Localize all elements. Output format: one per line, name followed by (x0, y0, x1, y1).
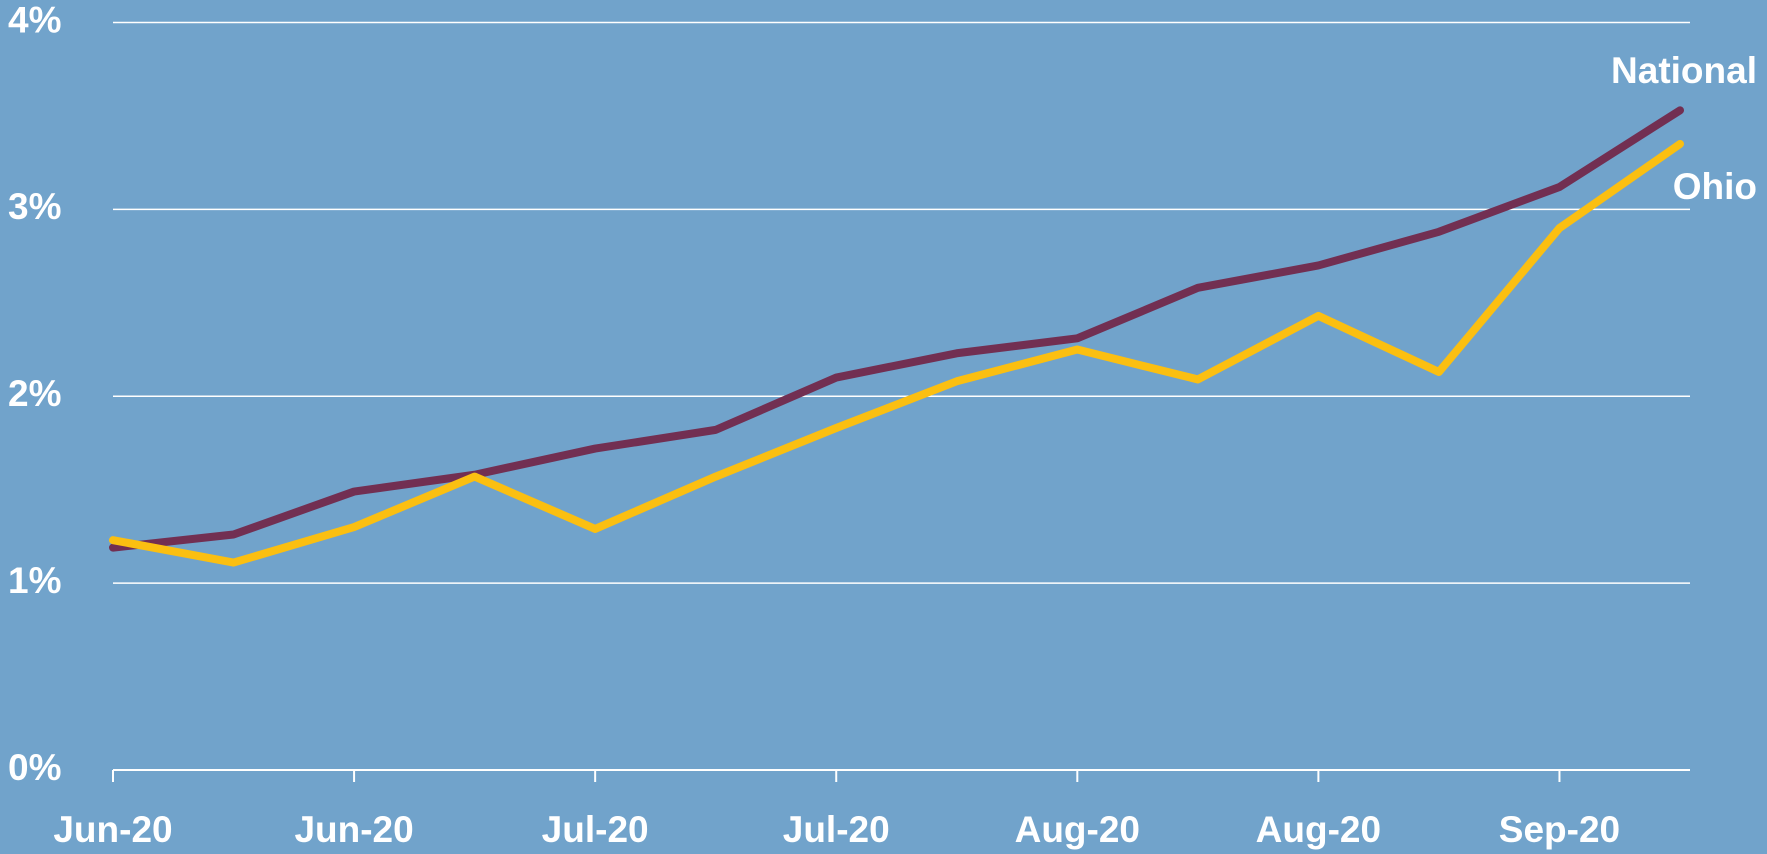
series-label: Ohio (1673, 166, 1757, 207)
y-tick-label: 1% (8, 560, 61, 601)
series-label: National (1611, 50, 1757, 91)
line-series (109, 106, 1684, 552)
x-tick-label: Jul-20 (542, 809, 649, 850)
x-tick-label: Jul-20 (783, 809, 890, 850)
x-tick-label: Sep-20 (1499, 809, 1620, 850)
y-tick-label: 2% (8, 373, 61, 414)
y-tick-label: 3% (8, 186, 61, 227)
line-series (109, 139, 1684, 567)
x-tick-label: Aug-20 (1256, 809, 1381, 850)
y-tick-label: 0% (8, 747, 61, 788)
x-tick-label: Jun-20 (53, 809, 172, 850)
x-tick-label: Aug-20 (1015, 809, 1140, 850)
y-tick-label: 4% (8, 0, 61, 40)
x-tick-label: Jun-20 (294, 809, 413, 850)
